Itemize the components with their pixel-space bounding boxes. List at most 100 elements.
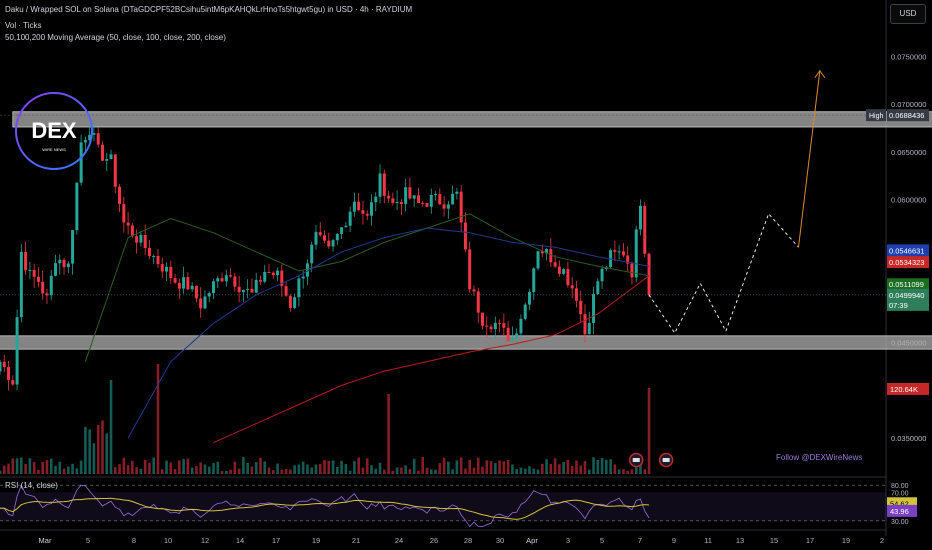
candle-body [369, 202, 373, 216]
event-flag-icon [628, 452, 644, 468]
volume-bar [173, 469, 177, 474]
volume-bar [562, 462, 565, 474]
candle-body [643, 205, 647, 254]
volume-bar [7, 463, 10, 474]
rsi-ma-line [0, 497, 650, 520]
volume-bar [225, 470, 228, 474]
candle-body [639, 205, 642, 230]
price-tick-label: 0.0350000 [891, 434, 926, 443]
volume-bar [152, 457, 156, 474]
volume-axis-badge-label: 120.64K [890, 385, 918, 394]
time-tick-label: 14 [236, 536, 244, 545]
candle-body [190, 285, 194, 290]
price-axis-badge-label: 0.0688436 [889, 111, 924, 120]
moving-average-indicator-label[interactable]: 50,100,200 Moving Average (50, close, 10… [5, 33, 226, 42]
time-tick-label: 17 [272, 536, 280, 545]
candle-body [293, 297, 297, 308]
candle-body [408, 187, 412, 199]
candle-body [32, 269, 36, 277]
candle-body [207, 293, 211, 297]
volume-bar [383, 469, 386, 474]
volume-bar [306, 464, 309, 474]
volume-bar [378, 462, 382, 474]
high-tag [866, 109, 886, 122]
candle-body [335, 233, 339, 241]
currency-button[interactable]: USD [890, 4, 926, 24]
candle-body [583, 314, 587, 335]
time-tick-label: 30 [496, 536, 504, 545]
volume-bar [139, 468, 143, 474]
candle-body [523, 304, 527, 319]
candle-body [357, 201, 361, 211]
candle-body [2, 361, 6, 368]
candle-body [489, 326, 493, 330]
candle-body [310, 244, 314, 264]
candle-body [493, 322, 497, 330]
candle-body [212, 281, 215, 294]
ma100-line [127, 227, 650, 439]
candle-body [109, 154, 113, 160]
volume-bar [113, 467, 117, 474]
candle-body [502, 323, 506, 328]
candle-body [75, 182, 79, 231]
candle-body [344, 225, 348, 228]
candle-body [327, 240, 331, 247]
candle-body [186, 277, 190, 290]
candle-body [276, 270, 280, 276]
volume-bar [515, 468, 518, 474]
candle-body [416, 195, 420, 203]
candle-body [540, 251, 544, 254]
volume-indicator-label[interactable]: Vol · Ticks [5, 21, 42, 30]
follow-watermark: Follow @DEXWireNews [776, 453, 863, 462]
volume-bar [101, 420, 104, 474]
candle-body [365, 213, 369, 216]
volume-bar [310, 467, 314, 474]
candle-body [472, 289, 476, 292]
candle-body [600, 268, 604, 282]
time-tick-label: 7 [638, 536, 642, 545]
time-tick-label: 5 [86, 536, 90, 545]
candle-body [536, 251, 540, 269]
candle-body [442, 204, 446, 209]
time-tick-label: 24 [395, 536, 403, 545]
candle-body [387, 195, 391, 199]
candle-body [254, 279, 258, 293]
volume-bar [647, 388, 651, 474]
candle-body [519, 318, 523, 334]
volume-bar [639, 460, 642, 474]
volume-bar [165, 460, 168, 474]
volume-bar [182, 458, 185, 474]
volume-bar [344, 464, 348, 474]
candle-body [378, 173, 382, 197]
time-tick-label: 12 [201, 536, 209, 545]
candle-body [177, 282, 181, 289]
volume-bar [280, 469, 284, 474]
candle-body [135, 236, 139, 243]
candle-body [88, 134, 92, 141]
volume-bar [28, 458, 32, 474]
candle-body [438, 194, 442, 205]
candle-body [263, 271, 267, 282]
volume-bar [387, 394, 390, 474]
volume-bar [421, 457, 425, 474]
candle-body [237, 286, 241, 293]
volume-bar [323, 460, 326, 474]
candle-body [203, 296, 207, 309]
volume-bar [54, 465, 57, 474]
candle-body [152, 255, 156, 257]
volume-bar [49, 458, 53, 474]
volume-bar [118, 464, 121, 474]
volume-bar [79, 460, 83, 474]
candle-body [348, 211, 352, 226]
ma50-line [84, 213, 650, 362]
candle-body [224, 275, 228, 282]
candle-body [139, 234, 143, 243]
candle-body [566, 269, 570, 286]
candle-body [557, 266, 561, 274]
rsi-indicator-label[interactable]: RSI (14, close) [5, 481, 58, 490]
candle-body [314, 232, 318, 245]
volume-bar [536, 469, 540, 474]
volume-bar [438, 463, 442, 474]
candle-body [451, 193, 455, 205]
